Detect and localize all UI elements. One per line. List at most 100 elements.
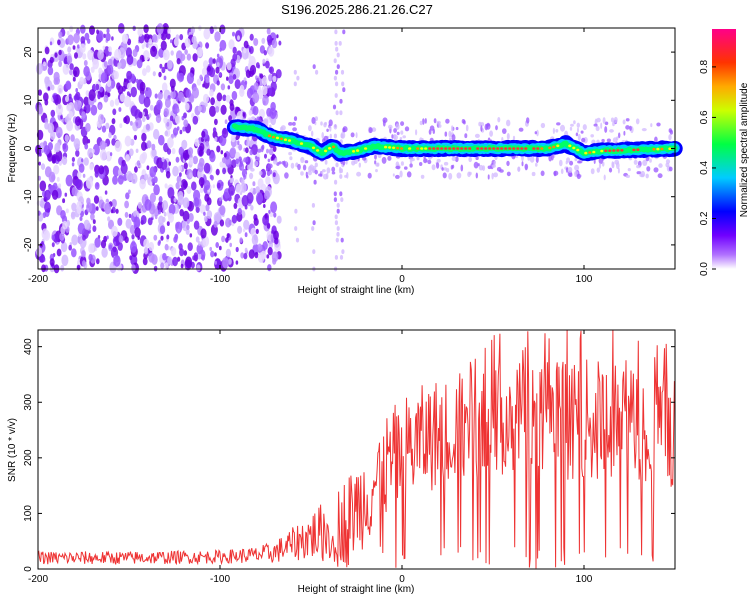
noise-blob xyxy=(142,111,145,116)
noise-blob xyxy=(191,181,197,191)
noise-blob xyxy=(97,93,101,100)
noise-blob xyxy=(575,132,579,137)
noise-blob xyxy=(186,219,190,224)
noise-blob xyxy=(482,165,486,172)
noise-blob xyxy=(51,189,59,200)
noise-streak xyxy=(312,64,316,69)
ridge-peak xyxy=(616,149,620,152)
noise-blob xyxy=(167,28,171,34)
noise-streak xyxy=(311,203,315,208)
noise-blob xyxy=(209,89,214,97)
noise-blob xyxy=(172,165,179,177)
noise-blob xyxy=(66,55,73,65)
noise-blob xyxy=(205,42,210,49)
noise-blob xyxy=(486,123,490,127)
noise-blob xyxy=(262,95,269,106)
noise-blob xyxy=(253,160,259,167)
noise-blob xyxy=(419,120,423,126)
ridge-peak xyxy=(652,147,656,151)
noise-blob xyxy=(305,171,308,177)
noise-blob xyxy=(40,163,46,171)
ridge-peak xyxy=(500,147,504,150)
noise-blob xyxy=(121,33,129,44)
noise-blob xyxy=(183,250,188,256)
noise-blob xyxy=(170,247,177,256)
noise-streak xyxy=(311,226,315,231)
noise-blob xyxy=(234,79,241,90)
noise-blob xyxy=(64,192,68,197)
noise-blob xyxy=(157,91,163,100)
noise-blob xyxy=(149,166,157,178)
noise-blob xyxy=(358,162,361,168)
noise-blob xyxy=(214,31,221,42)
noise-blob xyxy=(212,130,218,139)
noise-streak xyxy=(293,116,298,121)
snr-y-label: SNR (10 * v/v) xyxy=(7,418,18,482)
noise-blob xyxy=(134,227,141,238)
noise-blob xyxy=(444,131,448,137)
noise-blob xyxy=(246,136,250,142)
noise-blob xyxy=(311,130,314,137)
noise-blob xyxy=(239,84,245,93)
colorbar-ticks: 0.0 0.2 0.4 0.6 0.8 xyxy=(699,60,716,276)
noise-blob xyxy=(160,40,167,51)
noise-blob xyxy=(170,90,176,100)
noise-blob xyxy=(311,117,316,124)
noise-blob xyxy=(625,118,630,122)
noise-blob xyxy=(123,78,127,83)
noise-blob xyxy=(141,151,148,161)
noise-blob xyxy=(657,173,663,179)
noise-streak xyxy=(341,249,345,255)
noise-blob xyxy=(517,166,521,172)
noise-blob xyxy=(60,115,63,120)
noise-blob xyxy=(224,119,228,124)
noise-streak xyxy=(333,75,337,81)
noise-blob xyxy=(51,242,55,248)
noise-streak xyxy=(334,93,338,98)
noise-blob xyxy=(229,103,235,112)
noise-blob xyxy=(263,50,267,56)
noise-blob xyxy=(219,72,222,77)
noise-blob xyxy=(149,104,154,111)
y-tick-label: 10 xyxy=(23,94,34,106)
noise-blob xyxy=(133,134,137,141)
noise-blob xyxy=(163,211,167,217)
noise-blob xyxy=(300,171,304,176)
noise-blob xyxy=(473,161,479,169)
ridge-peak xyxy=(572,146,576,150)
noise-blob xyxy=(622,119,626,125)
noise-blob xyxy=(166,221,170,227)
noise-blob xyxy=(640,170,646,178)
noise-blob xyxy=(261,37,266,45)
noise-blob xyxy=(90,213,95,221)
noise-blob xyxy=(120,162,128,174)
noise-blob xyxy=(105,122,110,129)
noise-blob xyxy=(446,168,450,173)
noise-blob xyxy=(182,126,186,132)
noise-blob xyxy=(216,145,221,153)
noise-blob xyxy=(449,137,452,142)
noise-blob xyxy=(118,107,122,112)
noise-streak xyxy=(340,69,345,75)
noise-blob xyxy=(143,50,150,61)
noise-blob xyxy=(119,93,126,102)
y-tick-label: 200 xyxy=(23,449,34,466)
noise-blob xyxy=(107,216,111,222)
noise-blob xyxy=(229,242,232,248)
noise-blob xyxy=(179,34,184,41)
noise-blob xyxy=(113,255,121,267)
ridge-peak xyxy=(311,146,316,150)
ridge-peak xyxy=(632,148,636,152)
noise-blob xyxy=(226,76,229,81)
noise-blob xyxy=(433,118,437,124)
noise-blob xyxy=(158,196,163,203)
noise-blob xyxy=(83,65,90,77)
noise-blob xyxy=(602,117,606,124)
noise-blob xyxy=(105,32,111,42)
noise-blob xyxy=(57,39,61,46)
noise-blob xyxy=(92,219,96,225)
noise-blob xyxy=(415,129,418,136)
noise-blob xyxy=(635,118,640,125)
noise-blob xyxy=(329,125,332,132)
noise-blob xyxy=(668,166,673,172)
